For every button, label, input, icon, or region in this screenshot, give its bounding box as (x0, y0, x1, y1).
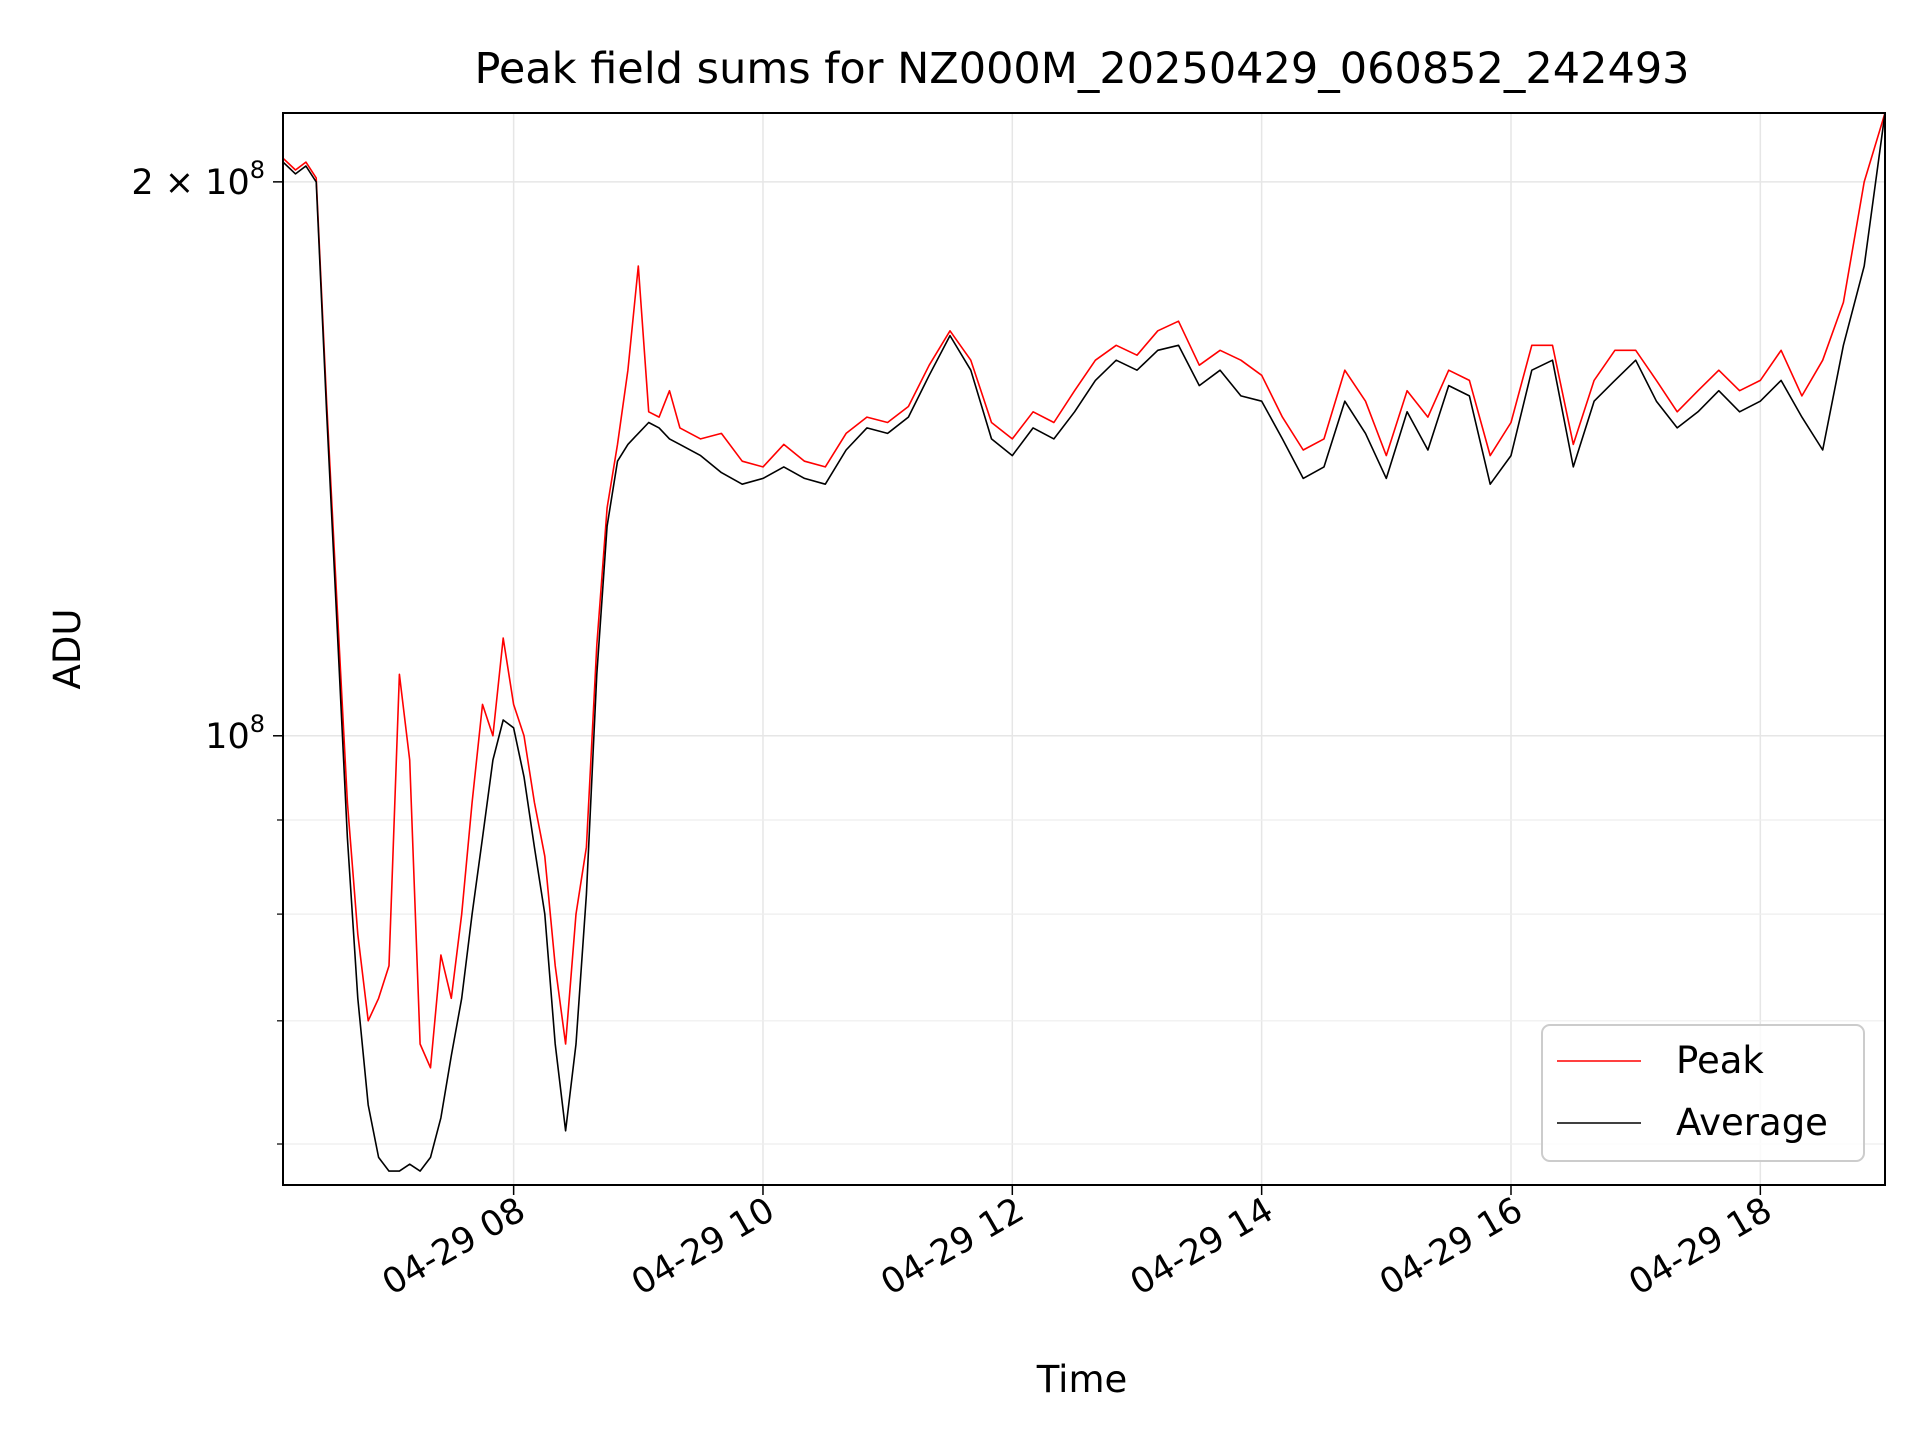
x-axis-label: Time (1036, 1358, 1128, 1401)
legend: Peak Average (1541, 1024, 1865, 1162)
y-tick-label: 108 (205, 710, 265, 757)
y-tick-label: 2 × 108 (131, 156, 265, 203)
series-layer (282, 112, 1886, 1172)
plot-area-frame (282, 112, 1886, 1186)
average-series-line (282, 112, 1886, 1172)
legend-box (1541, 1024, 1865, 1162)
peak-series-line (282, 112, 1886, 1069)
y-axis-label: ADU (46, 609, 89, 690)
legend-peak-label: Peak (1676, 1039, 1764, 1082)
legend-average-label: Average (1676, 1101, 1828, 1144)
chart-title: Peak field sums for NZ000M_20250429_0608… (474, 44, 1689, 94)
